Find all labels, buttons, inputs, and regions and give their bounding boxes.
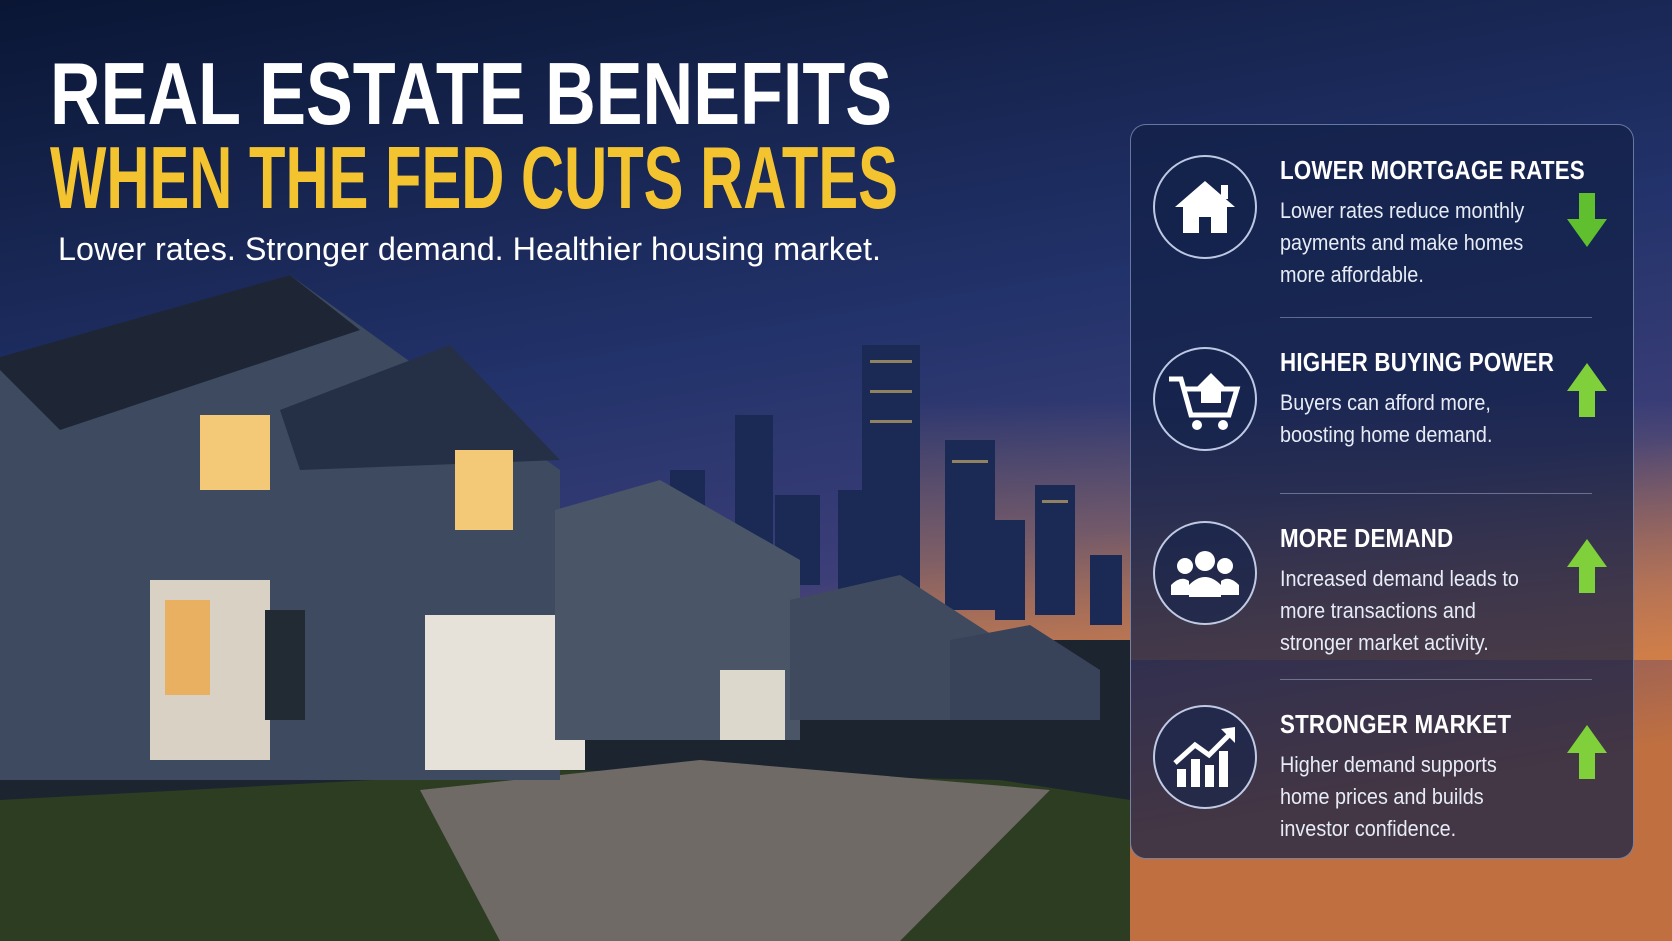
benefit-description: Increased demand leads to more transacti… xyxy=(1280,566,1519,655)
benefit-description: Buyers can afford more, boosting home de… xyxy=(1280,390,1493,447)
title-line2: WHEN THE FED CUTS RATES xyxy=(50,128,898,227)
benefit-title: MORE DEMAND xyxy=(1280,523,1454,553)
separator xyxy=(1280,317,1592,318)
benefit-title: HIGHER BUYING POWER xyxy=(1280,347,1555,377)
growth-chart-icon xyxy=(1153,705,1257,809)
cart-icon xyxy=(1153,347,1257,451)
house-icon xyxy=(1153,155,1257,259)
benefit-title: LOWER MORTGAGE RATES xyxy=(1280,155,1585,185)
separator xyxy=(1280,493,1592,494)
benefit-title: STRONGER MARKET xyxy=(1280,709,1512,739)
down-arrow xyxy=(1567,193,1607,247)
title-line1: REAL ESTATE BENEFITS xyxy=(50,44,892,143)
up-arrow xyxy=(1567,539,1607,593)
benefit-description: Lower rates reduce monthly payments and … xyxy=(1280,198,1525,287)
separator xyxy=(1280,679,1592,680)
up-arrow xyxy=(1567,725,1607,779)
header: REAL ESTATE BENEFITS WHEN THE FED CUTS R… xyxy=(50,44,898,267)
up-arrow xyxy=(1567,363,1607,417)
benefits-panel: LOWER MORTGAGE RATES Lower rates reduce … xyxy=(1130,124,1634,859)
subtitle: Lower rates. Stronger demand. Healthier … xyxy=(58,231,881,267)
people-icon xyxy=(1153,521,1257,625)
benefit-description: Higher demand supports home prices and b… xyxy=(1280,752,1497,841)
houses xyxy=(0,275,1100,780)
